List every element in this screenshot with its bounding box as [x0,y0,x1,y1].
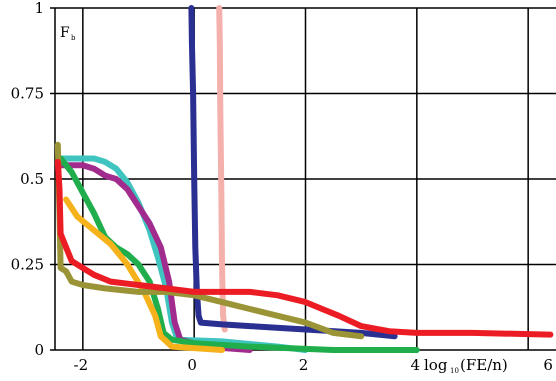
x-axis-label-main: (FE/n) [460,356,508,374]
x-tick-label-1: 0 [187,356,197,374]
x-tick-label-3: 4 [410,356,420,374]
series-line-3 [57,162,253,353]
x-axis-label: log 10 (FE/n) [424,356,508,375]
x-axis-label-prefix: log [424,356,448,374]
y-axis-label: F b [60,25,76,42]
series-line-6 [54,141,365,340]
series-group [54,5,554,353]
series-line-2 [57,155,309,353]
series-line-7 [54,158,554,338]
y-axis-label-sub: b [71,34,76,42]
y-axis-label-main: F [60,25,70,41]
y-tick-label-2: 0.5 [20,170,44,188]
series-line-5 [63,196,225,353]
series-line-4 [57,155,420,353]
x-tick-label-4: 6 [543,356,553,374]
y-tick-label-3: 0.75 [11,85,44,103]
tick-labels: 0 0.25 0.5 0.75 1 -2 0 2 4 6 [11,0,553,374]
y-tick-label-1: 0.25 [11,256,44,274]
series-line-0 [216,5,228,333]
x-tick-label-2: 2 [299,356,309,374]
x-axis-label-sub: 10 [450,367,459,375]
y-tick-label-0: 0 [34,341,44,359]
series-line-1 [188,5,398,340]
y-tick-label-4: 1 [34,0,44,17]
x-tick-label-0: -2 [74,356,89,374]
